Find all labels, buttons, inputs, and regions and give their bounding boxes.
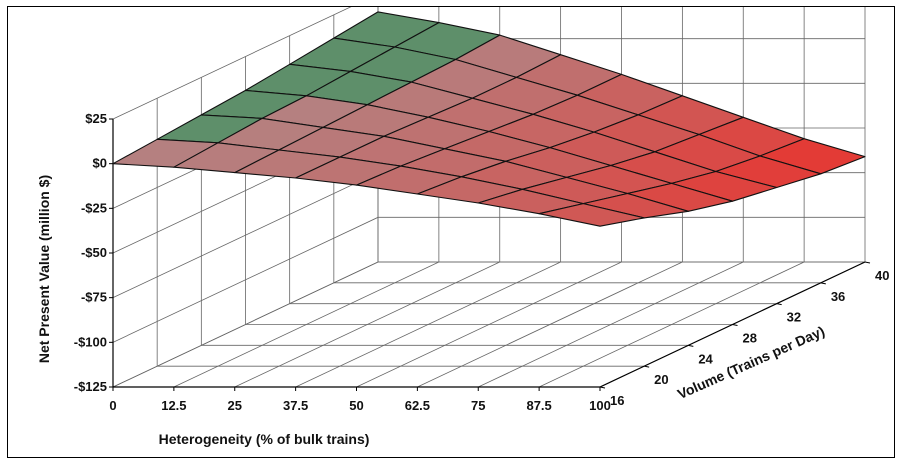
x-tick-label: 100 [589,398,611,413]
x-tick-label: 62.5 [405,398,430,413]
z-tick-label: -$100 [74,334,107,349]
x-tick-label: 75 [471,398,485,413]
y-tick-label: 28 [743,331,757,346]
y-tick-label: 20 [654,372,668,387]
y-tick-label: 40 [875,268,889,283]
y-tick-mark [820,282,826,285]
y-tick-label: 24 [698,351,713,366]
z-axis-title: Net Present Value (million $) [36,175,52,363]
y-tick-mark [732,324,738,326]
z-tick-label: -$25 [81,200,107,215]
y-tick-mark [599,386,606,389]
y-tick-mark [776,303,782,306]
z-tick-label: $25 [85,111,107,126]
z-tick-label: -$50 [81,245,107,260]
z-tick-label: -$125 [74,379,107,394]
y-tick-mark [644,365,650,368]
y-tick-label: 36 [831,289,845,304]
chart-frame: $25 $0 -$25 -$50 -$75 -$100 -$125 0 12.5 25 37.5 50… [7,6,895,458]
x-tick-label: 25 [228,398,242,413]
x-tick-label: 50 [349,398,363,413]
x-tick-label: 12.5 [161,398,186,413]
x-tick-label: 87.5 [526,398,551,413]
z-tick-label: -$75 [81,290,107,305]
x-tick-label: 0 [109,398,116,413]
y-tick-mark [864,261,871,264]
x-tick-label: 37.5 [283,398,308,413]
surface-patch [538,203,645,227]
y-tick-mark [688,344,694,347]
surface-mesh [112,11,866,227]
y-tick-label: 16 [610,393,624,408]
y-tick-label: 32 [787,310,801,325]
wall-gridline [112,216,865,343]
z-tick-label: $0 [93,156,107,171]
x-axis-title: Heterogeneity (% of bulk trains) [159,431,370,447]
